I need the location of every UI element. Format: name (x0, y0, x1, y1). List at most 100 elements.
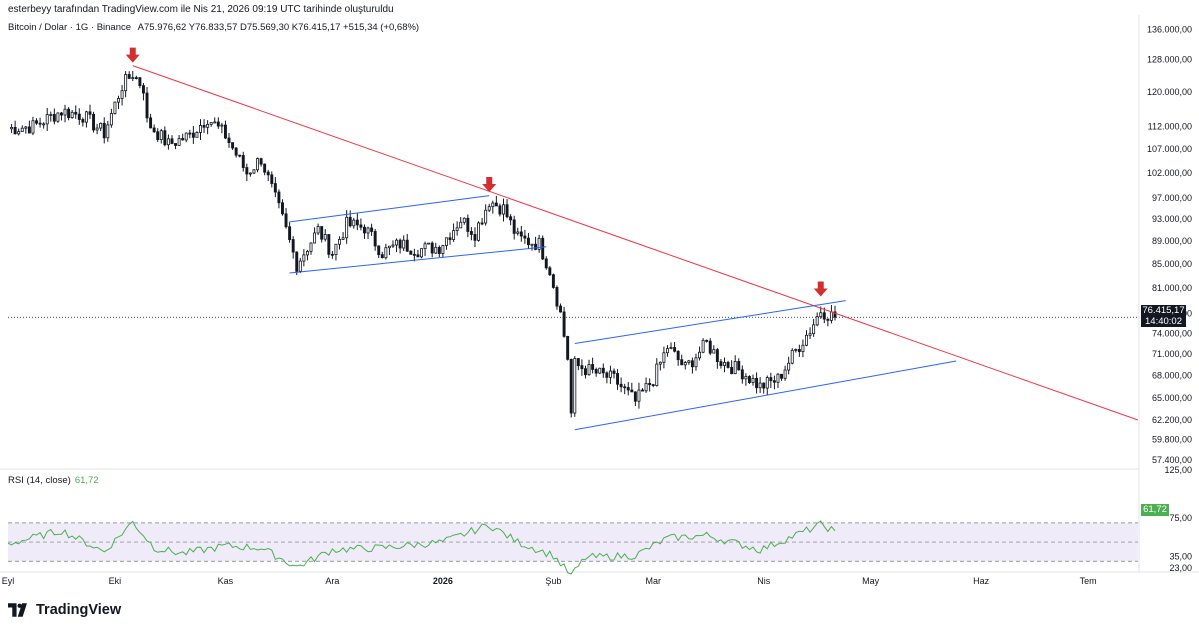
candle-body (534, 243, 538, 250)
candle (651, 383, 655, 388)
candle (291, 236, 295, 259)
candle-body (462, 217, 466, 223)
candle (715, 347, 719, 369)
candle-body (277, 191, 281, 204)
candle-body (790, 349, 794, 364)
candle-body (430, 242, 434, 254)
candle-body (70, 111, 74, 119)
current-price-value: 76.415,17 (1142, 305, 1185, 316)
candle-body (751, 377, 755, 383)
candle (380, 251, 384, 259)
candle-body (45, 114, 49, 125)
candle (648, 378, 652, 392)
candle-body (584, 368, 587, 376)
candle (808, 327, 812, 340)
candle (698, 346, 702, 361)
price-chart[interactable]: 125,00 75,00 35,00 23,00 136.000,00 128.000,… (0, 0, 1199, 600)
candle (199, 119, 202, 140)
candle-body (17, 131, 21, 135)
time-axis-label: Ara (325, 576, 339, 586)
candle (263, 163, 267, 176)
candle (24, 125, 28, 134)
candle-body (705, 339, 709, 342)
candle (755, 372, 759, 394)
candle-body (673, 347, 677, 352)
candle (751, 374, 755, 386)
time-axis-label: May (862, 576, 880, 586)
candle-body (256, 158, 259, 171)
candle (117, 95, 120, 110)
candle (313, 227, 317, 244)
candle-body (359, 224, 363, 228)
candle (584, 365, 587, 379)
candle (213, 117, 217, 124)
candle (608, 365, 612, 384)
rsi-axis-label: 35,00 (1169, 551, 1192, 561)
candle-body (551, 274, 555, 288)
candle (559, 303, 562, 313)
candle-body (719, 361, 723, 366)
candle-body (52, 114, 56, 122)
tradingview-logo[interactable]: TradingView (8, 602, 121, 618)
candle-body (601, 367, 605, 374)
price-axis-label: 81.000,00 (1152, 283, 1192, 293)
candle (355, 213, 359, 231)
candle (544, 256, 548, 270)
candle (266, 169, 270, 181)
candle (705, 339, 709, 343)
candle-body (120, 90, 124, 99)
price-axis-label: 93.000,00 (1152, 214, 1192, 224)
candle-body (491, 202, 495, 208)
candle-body (156, 131, 160, 140)
candle-body (658, 361, 662, 365)
drawings (8, 47, 1139, 431)
candle (409, 250, 413, 255)
time-axis-label: Kas (218, 576, 234, 586)
ohlc-open-label: A (137, 22, 145, 33)
candle-body (591, 364, 595, 370)
candle (441, 244, 445, 258)
candle-body (31, 120, 35, 134)
candle-body (248, 172, 252, 175)
candle-body (526, 237, 530, 246)
candle (60, 111, 63, 121)
candle-body (60, 112, 63, 116)
candle-body (484, 209, 488, 224)
candle (181, 133, 185, 141)
candle (206, 120, 210, 135)
candle-body (466, 217, 470, 232)
candle-body (815, 316, 819, 326)
candle-body (327, 234, 331, 255)
candle (49, 111, 53, 122)
candle-body (227, 137, 231, 144)
candle-body (377, 245, 381, 256)
time-axis-label: Eki (109, 576, 122, 586)
candle (42, 122, 46, 129)
candle-body (437, 246, 441, 254)
candle-body (395, 239, 399, 246)
candle (170, 135, 174, 145)
candle-body (690, 360, 694, 368)
candle (52, 108, 56, 125)
candle-body (637, 389, 641, 402)
candle-body (163, 130, 167, 146)
candle (487, 203, 491, 213)
candle (174, 143, 178, 150)
candle-body (195, 132, 199, 138)
candle (184, 132, 188, 143)
candle-body (281, 202, 284, 215)
candle-body (270, 174, 274, 184)
candle-body (134, 77, 138, 79)
candle-body (398, 239, 402, 249)
bar-countdown: 14:40:02 (1145, 316, 1182, 327)
candle (138, 77, 142, 89)
price-axis-label: 85.000,00 (1152, 259, 1192, 269)
candle (256, 157, 259, 173)
candle-body (648, 382, 652, 386)
price-axis-label: 59.800,00 (1152, 435, 1192, 445)
candle-body (84, 111, 88, 123)
candle (35, 118, 38, 125)
candle-body (758, 382, 762, 389)
candle (74, 105, 78, 119)
candle-body (416, 254, 420, 258)
